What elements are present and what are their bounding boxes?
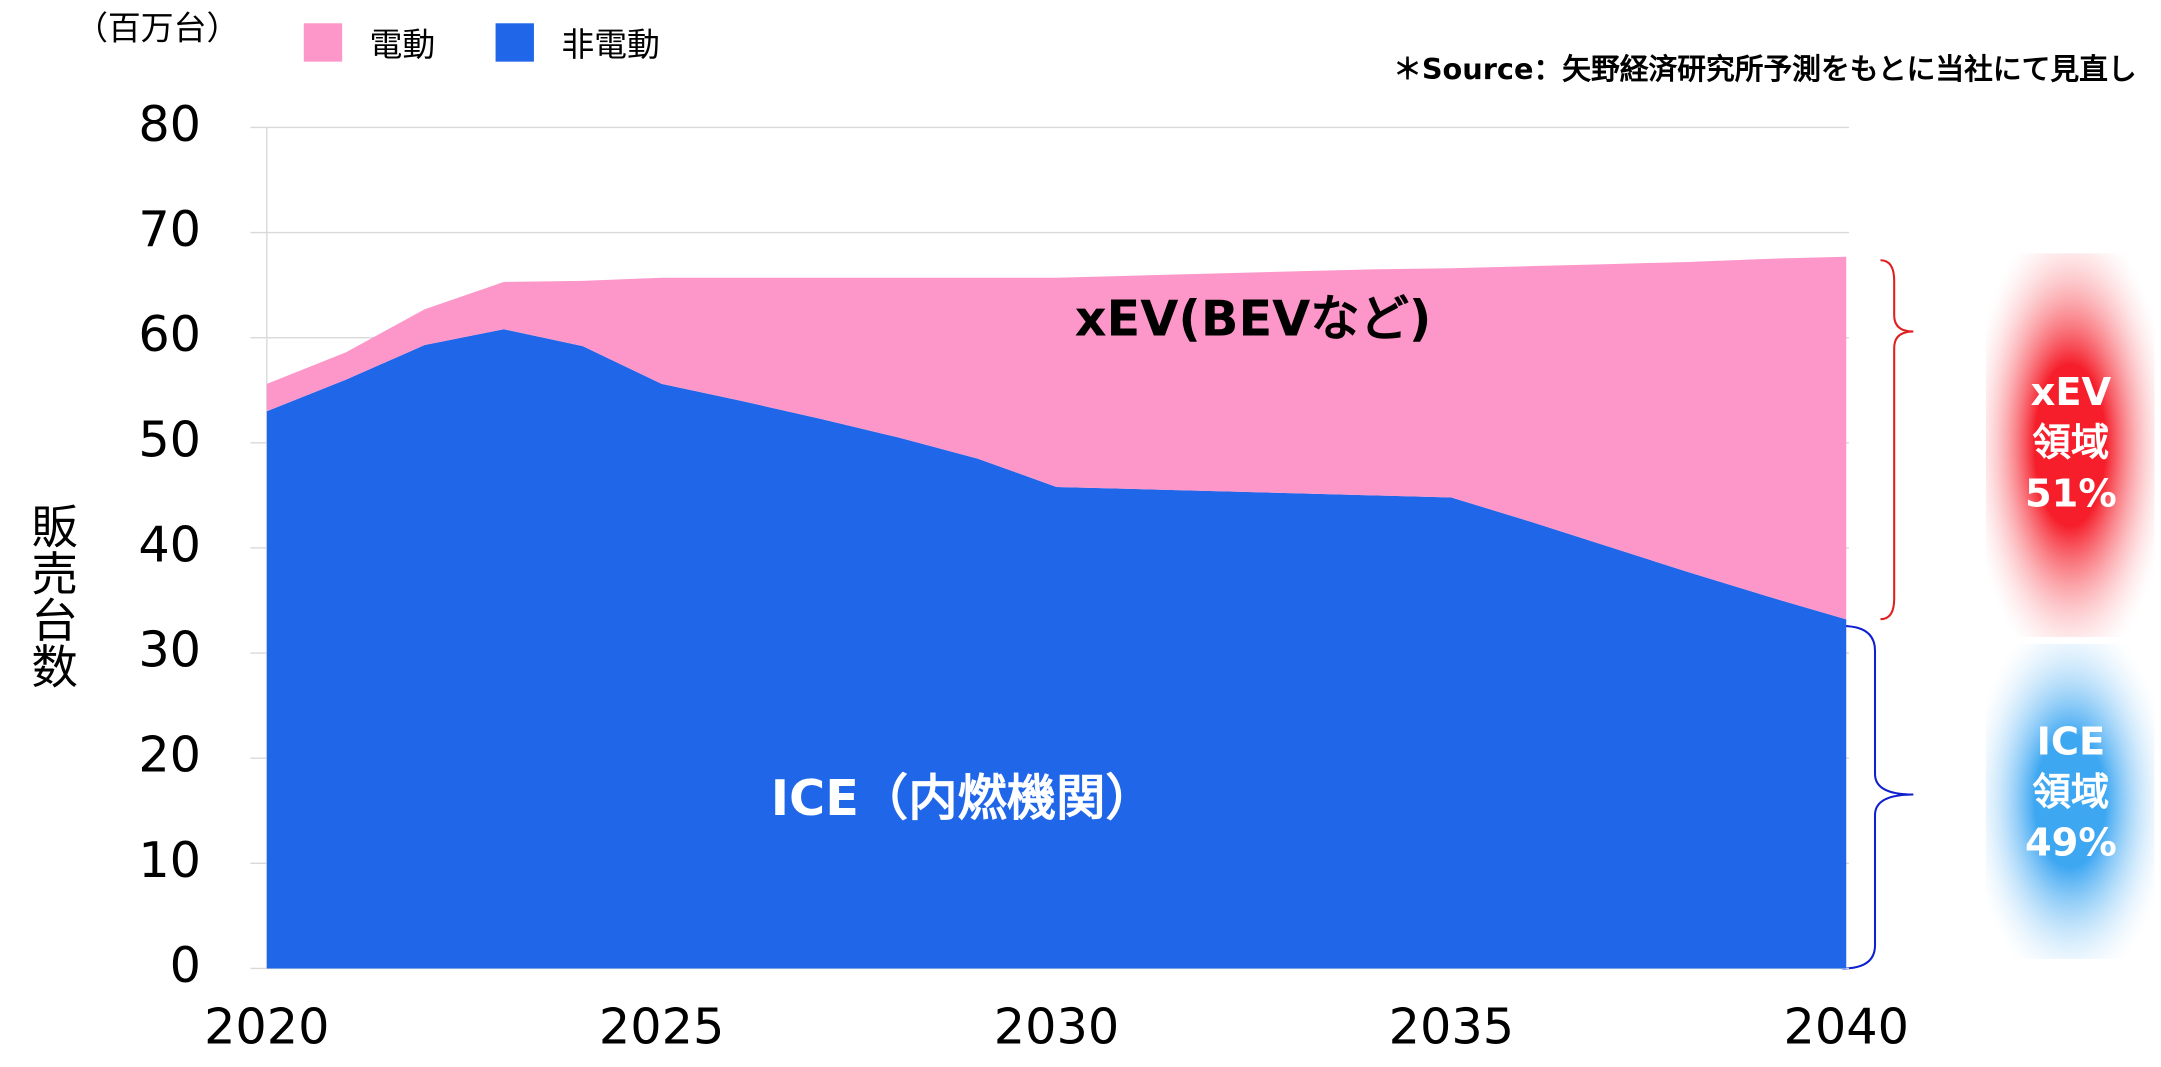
ice-brace [1842,624,1914,970]
source: ＊Source：矢野経済研究所予測をもとに当社にて見直し [1393,52,2137,86]
side-label: ICE [2037,719,2106,764]
legend-swatch [495,23,534,62]
y-tick-label: 30 [138,621,201,679]
y-tick-label: 70 [138,200,201,258]
x-tick-label: 2040 [1784,998,1909,1056]
legend-label: 非電動 [561,25,660,64]
side-label: 領域 [2033,770,2110,815]
x-tick-label: 2030 [994,998,1119,1056]
xev-box [1985,253,2155,637]
side-label: 51% [2025,471,2117,516]
y-axis-label: 販売台数 [24,503,78,689]
x-tick-label: 2020 [204,998,329,1056]
x-tick-label: 2035 [1389,998,1514,1056]
y-tick-label: 60 [138,305,201,363]
y-tick-label: 20 [138,726,201,784]
side-label: 領域 [2033,421,2110,466]
xev-label: xEV(BEVなど) [1075,289,1432,347]
unit-label: （百万台） [75,9,239,48]
ice-box [1985,643,2155,959]
y-tick-label: 10 [138,831,201,889]
side-label: xEV [2031,370,2112,415]
y-tick-label: 0 [170,936,201,994]
y-tick-label: 40 [138,515,201,573]
y-tick-label: 80 [138,95,201,153]
ice-label: ICE（内燃機関） [771,769,1155,827]
legend-label: 電動 [370,25,436,64]
side-label: 49% [2025,821,2117,866]
x-tick-label: 2025 [599,998,724,1056]
area [266,329,1847,969]
legend-swatch [303,23,343,62]
y-tick-label: 50 [138,410,201,468]
area [266,256,1847,620]
xev-brace [1880,259,1914,621]
